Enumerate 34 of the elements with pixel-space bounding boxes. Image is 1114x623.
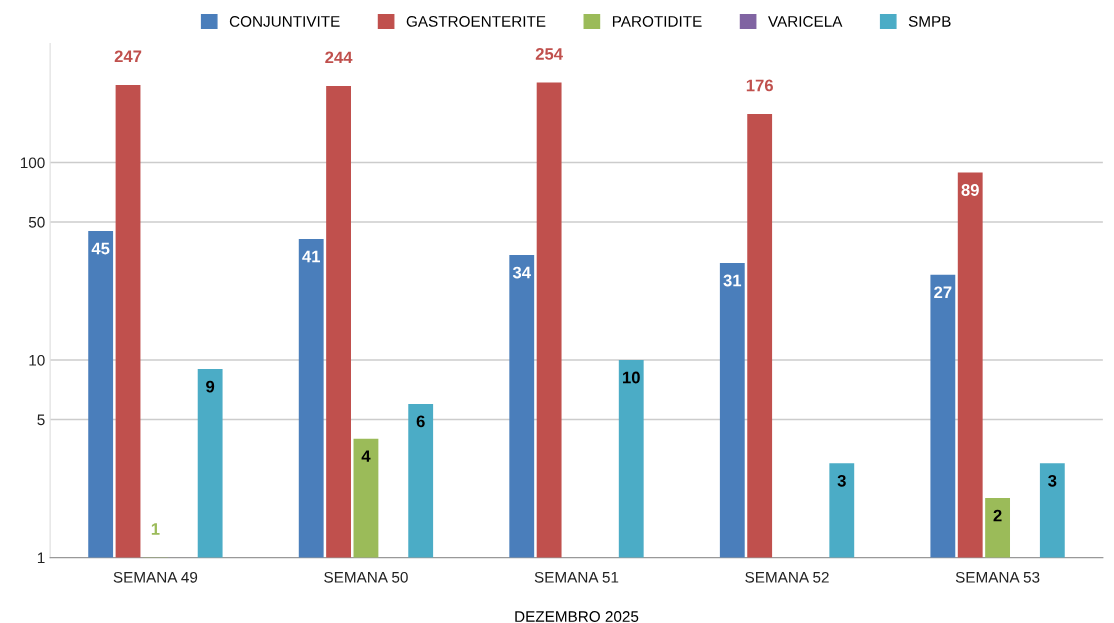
data-label: 6 xyxy=(416,415,425,428)
data-label: 1 xyxy=(151,523,160,535)
x-tick-label: SEMANA 49 xyxy=(113,571,198,583)
data-label: 10 xyxy=(623,371,640,384)
data-label: 4 xyxy=(361,450,371,462)
data-label: 41 xyxy=(302,250,321,263)
legend-label: PAROTIDITE xyxy=(612,16,702,27)
y-tick-label: 1 xyxy=(37,552,45,564)
x-tick-label: SEMANA 51 xyxy=(534,571,619,583)
legend-label: GASTROENTERITE xyxy=(406,16,546,27)
data-label: 9 xyxy=(206,380,215,393)
y-tick-label: 10 xyxy=(29,354,45,366)
data-label: 45 xyxy=(91,242,110,255)
x-tick-label: SEMANA 52 xyxy=(745,571,829,583)
legend-label: VARICELA xyxy=(768,16,843,27)
x-tick-label: SEMANA 50 xyxy=(324,571,408,583)
data-label: 3 xyxy=(1048,474,1057,487)
x-tick-label: SEMANA 53 xyxy=(955,571,1040,583)
data-label: 89 xyxy=(961,184,979,196)
data-label: 2 xyxy=(993,509,1002,522)
x-axis-title: DEZEMBRO 2025 xyxy=(515,611,639,622)
y-tick-label: 5 xyxy=(37,414,45,426)
legend-label: SMPB xyxy=(908,16,951,27)
legend-label: CONJUNTIVITE xyxy=(229,16,340,27)
data-label: 247 xyxy=(114,50,142,63)
data-label: 31 xyxy=(723,274,742,287)
data-label: 176 xyxy=(746,79,773,92)
data-label: 3 xyxy=(837,474,846,487)
y-tick-label: 50 xyxy=(28,216,45,228)
data-label: 244 xyxy=(325,51,353,64)
data-label: 34 xyxy=(512,266,531,279)
data-label: 27 xyxy=(934,286,952,299)
data-label: 254 xyxy=(535,48,563,60)
y-tick-label: 100 xyxy=(20,157,45,169)
